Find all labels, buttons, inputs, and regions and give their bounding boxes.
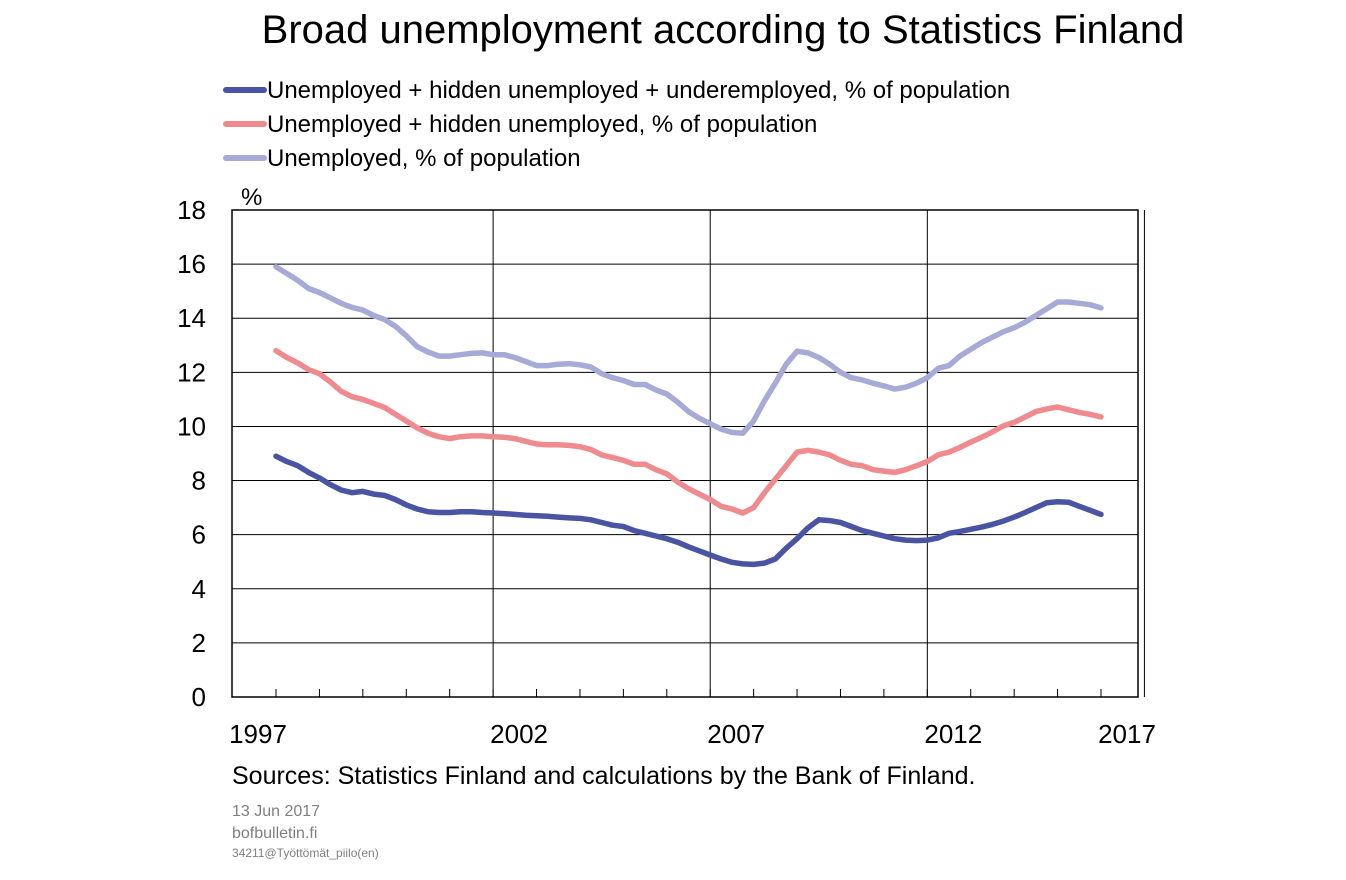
x-tick-label: 2007 — [707, 719, 765, 749]
publication-date: 13 Jun 2017 — [232, 803, 321, 820]
series-line-1 — [273, 453, 1104, 568]
y-tick-label: 12 — [177, 357, 206, 387]
file-id: 34211@Työttömät_piilo(en) — [232, 846, 379, 860]
x-tick-label: 1997 — [229, 719, 287, 749]
x-tick-label: 2002 — [490, 719, 548, 749]
x-tick-label: 2017 — [1098, 719, 1156, 749]
legend-label: Unemployed + hidden unemployed + underem… — [267, 77, 1010, 104]
y-tick-label: 14 — [177, 303, 206, 333]
site-name: bofbulletin.fi — [232, 825, 318, 842]
gridlines — [232, 210, 1145, 697]
y-tick-label: 2 — [192, 628, 206, 658]
series-line-3 — [273, 264, 1104, 436]
legend: Unemployed + hidden unemployed + underem… — [223, 77, 1010, 172]
series-line-2 — [273, 347, 1104, 516]
series-lines — [273, 264, 1104, 568]
x-tick-label: 2012 — [924, 719, 982, 749]
y-tick-label: 16 — [177, 249, 206, 279]
axis-ticks: 0 2 4 6 8 10 12 14 16 18 1997 2002 2007 2012 2017 — [177, 195, 1156, 749]
y-tick-label: 6 — [192, 520, 206, 550]
y-axis-unit-label: % — [241, 184, 262, 211]
y-tick-label: 18 — [177, 195, 206, 225]
legend-label: Unemployed + hidden unemployed, % of pop… — [267, 111, 817, 138]
chart-title: Broad unemployment according to Statisti… — [261, 8, 1185, 52]
source-note: Sources: Statistics Finland and calculat… — [232, 762, 976, 790]
legend-label: Unemployed, % of population — [267, 145, 581, 172]
y-tick-label: 0 — [192, 682, 206, 712]
y-tick-label: 8 — [192, 466, 206, 496]
y-tick-label: 10 — [177, 411, 206, 441]
y-tick-label: 4 — [192, 574, 206, 604]
plot-area-frame — [231, 209, 1139, 698]
